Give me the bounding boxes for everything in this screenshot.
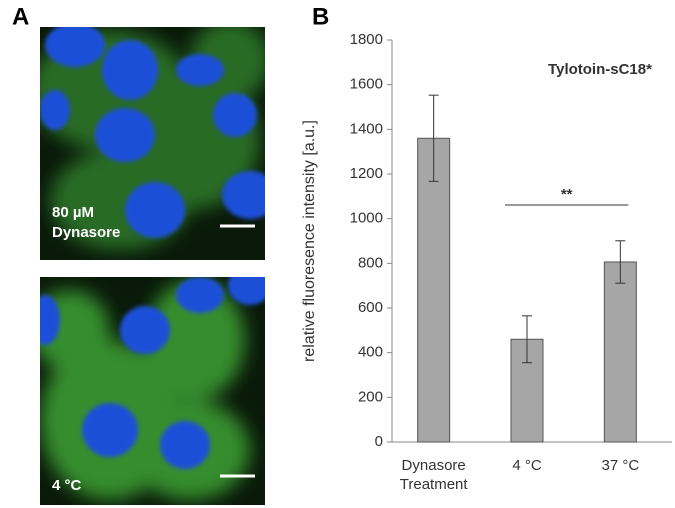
micrograph [40, 277, 265, 505]
y-tick-label: 1400 [350, 120, 383, 137]
panel-label: B [312, 3, 329, 30]
image-caption: 80 µM Dynasore [52, 204, 121, 241]
x-tick-label: Dynasore Treatment [399, 457, 468, 493]
y-tick-label: 1200 [350, 165, 383, 182]
x-tick-label: 37 °C [601, 457, 640, 474]
bar [417, 137, 451, 443]
panel-label: A [12, 3, 29, 30]
image-caption: 4 °C [52, 477, 82, 494]
x-tick-label: 4 °C [512, 457, 542, 474]
significance-label: ** [561, 186, 573, 203]
micrograph [40, 27, 265, 260]
y-tick-label: 200 [358, 388, 383, 405]
bar [603, 261, 637, 443]
y-tick-label: 1800 [350, 31, 383, 48]
y-tick-label: 600 [358, 299, 383, 316]
y-tick-label: 1600 [350, 76, 383, 93]
y-tick-label: 400 [358, 344, 383, 361]
y-tick-label: 800 [358, 254, 383, 271]
y-tick-label: 1000 [350, 210, 383, 227]
annotation: Tylotoin-sC18* [548, 61, 652, 78]
y-tick-label: 0 [375, 433, 383, 450]
y-axis-label: relative fluoresence intensity [a.u.] [301, 120, 318, 362]
